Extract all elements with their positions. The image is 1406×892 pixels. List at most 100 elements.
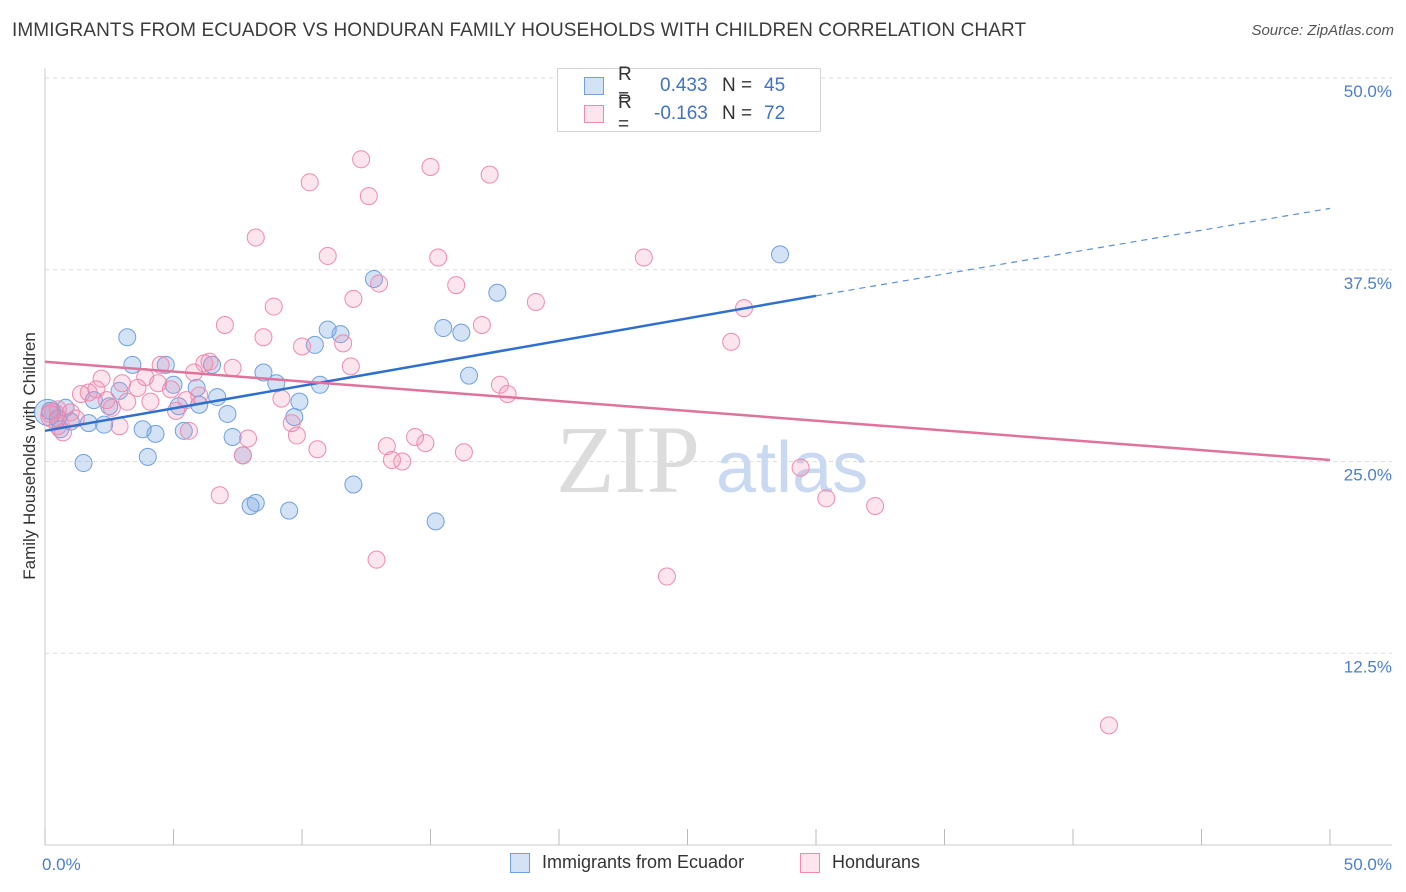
honduras-point bbox=[866, 496, 885, 515]
honduras-point bbox=[344, 289, 363, 308]
honduras-point bbox=[210, 486, 229, 505]
x-tick-label-max: 50.0% bbox=[1344, 855, 1392, 874]
ecuador-point bbox=[452, 323, 471, 342]
honduras-point bbox=[48, 400, 67, 419]
x-tick-labels: 0.0% 50.0% bbox=[42, 855, 1392, 874]
honduras-point bbox=[118, 392, 137, 411]
honduras-point bbox=[110, 417, 129, 436]
ecuador-point bbox=[74, 454, 93, 473]
honduras-point bbox=[490, 375, 509, 394]
ecuador-point bbox=[174, 421, 193, 440]
ecuador-point bbox=[241, 496, 260, 515]
ecuador-point bbox=[123, 355, 142, 374]
honduras-point bbox=[421, 157, 440, 176]
ecuador-point bbox=[164, 375, 183, 394]
honduras-point bbox=[722, 332, 741, 351]
legend-item-honduras[interactable]: Hondurans bbox=[800, 852, 920, 873]
honduras-point bbox=[254, 328, 273, 347]
honduras-point bbox=[233, 446, 252, 465]
trend-lines bbox=[44, 207, 1331, 462]
ecuador-point bbox=[488, 283, 507, 302]
honduras-point bbox=[1099, 716, 1118, 735]
honduras-point bbox=[334, 334, 353, 353]
honduras-point bbox=[287, 426, 306, 445]
honduras-point bbox=[429, 248, 448, 267]
honduras-point bbox=[293, 337, 311, 356]
n-label: N = bbox=[722, 75, 753, 96]
source-label: Source: ZipAtlas.com bbox=[1251, 22, 1394, 39]
y-tick-label: 12.5% bbox=[1344, 657, 1392, 676]
y-tick-label: 25.0% bbox=[1344, 466, 1392, 485]
y-tick-label: 50.0% bbox=[1344, 82, 1392, 101]
gridlines bbox=[45, 77, 1392, 654]
honduras-point bbox=[223, 358, 242, 377]
honduras-point bbox=[308, 440, 327, 459]
honduras-point bbox=[791, 458, 810, 477]
honduras-point bbox=[416, 434, 435, 453]
legend-row-ecuador: R = 0.433 N = 45 bbox=[558, 64, 786, 107]
honduras-point bbox=[526, 292, 545, 311]
ecuador-point bbox=[344, 475, 363, 494]
n-value-ecuador: 45 bbox=[764, 75, 786, 96]
ecuador-point bbox=[146, 424, 165, 443]
honduras-point bbox=[102, 398, 121, 417]
x-tick-label-min: 0.0% bbox=[42, 855, 81, 874]
honduras-point bbox=[113, 374, 132, 393]
ecuador-point bbox=[434, 319, 453, 338]
series-legend: Immigrants from Ecuador Hondurans bbox=[0, 852, 1406, 878]
legend-label-honduras: Hondurans bbox=[832, 852, 921, 872]
legend-swatch-honduras bbox=[800, 852, 820, 873]
trend-line-ecuador-extension bbox=[815, 207, 1331, 297]
n-value-honduras: 72 bbox=[764, 103, 786, 124]
legend-swatch-ecuador bbox=[510, 852, 530, 873]
honduras-point bbox=[817, 489, 836, 508]
legend-swatch-honduras bbox=[584, 105, 604, 123]
honduras-point bbox=[246, 228, 265, 247]
r-label: R = bbox=[618, 92, 632, 135]
ecuador-point bbox=[138, 447, 157, 466]
axes bbox=[44, 68, 1392, 846]
honduras-point bbox=[264, 297, 283, 316]
honduras-point bbox=[190, 386, 209, 405]
r-label: R = bbox=[618, 64, 632, 107]
honduras-point bbox=[92, 369, 111, 388]
legend-row-honduras: R = -0.163 N = 72 bbox=[558, 92, 786, 135]
honduras-point bbox=[341, 357, 360, 376]
legend-swatch-ecuador bbox=[584, 77, 604, 95]
honduras-point bbox=[406, 427, 425, 446]
series-ecuador-points bbox=[34, 245, 790, 531]
honduras-point bbox=[200, 352, 219, 371]
honduras-point bbox=[377, 437, 396, 456]
ecuador-point bbox=[156, 355, 175, 374]
ecuador-point bbox=[254, 363, 273, 382]
honduras-point bbox=[215, 315, 234, 334]
honduras-point bbox=[454, 443, 473, 462]
honduras-point bbox=[370, 274, 389, 293]
honduras-point bbox=[352, 150, 371, 169]
honduras-point bbox=[393, 452, 412, 471]
legend-item-ecuador[interactable]: Immigrants from Ecuador bbox=[510, 852, 744, 873]
honduras-point bbox=[447, 276, 466, 295]
r-value-honduras: -0.163 bbox=[654, 103, 708, 124]
honduras-point bbox=[480, 165, 499, 184]
honduras-point bbox=[66, 409, 85, 428]
legend-label-ecuador: Immigrants from Ecuador bbox=[542, 852, 745, 872]
honduras-point bbox=[161, 380, 180, 399]
honduras-point bbox=[239, 429, 258, 448]
ecuador-point bbox=[218, 404, 237, 423]
honduras-point bbox=[359, 187, 378, 206]
honduras-point bbox=[300, 173, 319, 192]
y-tick-label: 37.5% bbox=[1344, 274, 1392, 293]
honduras-point bbox=[472, 315, 491, 334]
ecuador-point bbox=[305, 335, 324, 354]
ecuador-point bbox=[280, 501, 299, 520]
y-tick-labels: 12.5% 25.0% 37.5% 50.0% bbox=[1344, 82, 1392, 676]
ecuador-point bbox=[290, 392, 309, 411]
honduras-point bbox=[634, 248, 653, 267]
honduras-point bbox=[657, 567, 676, 586]
honduras-point bbox=[272, 389, 291, 408]
correlation-legend: R = 0.433 N = 45 R = -0.163 N = 72 bbox=[557, 64, 821, 135]
ecuador-point bbox=[223, 427, 242, 446]
watermark-zip: ZIP bbox=[556, 406, 700, 513]
